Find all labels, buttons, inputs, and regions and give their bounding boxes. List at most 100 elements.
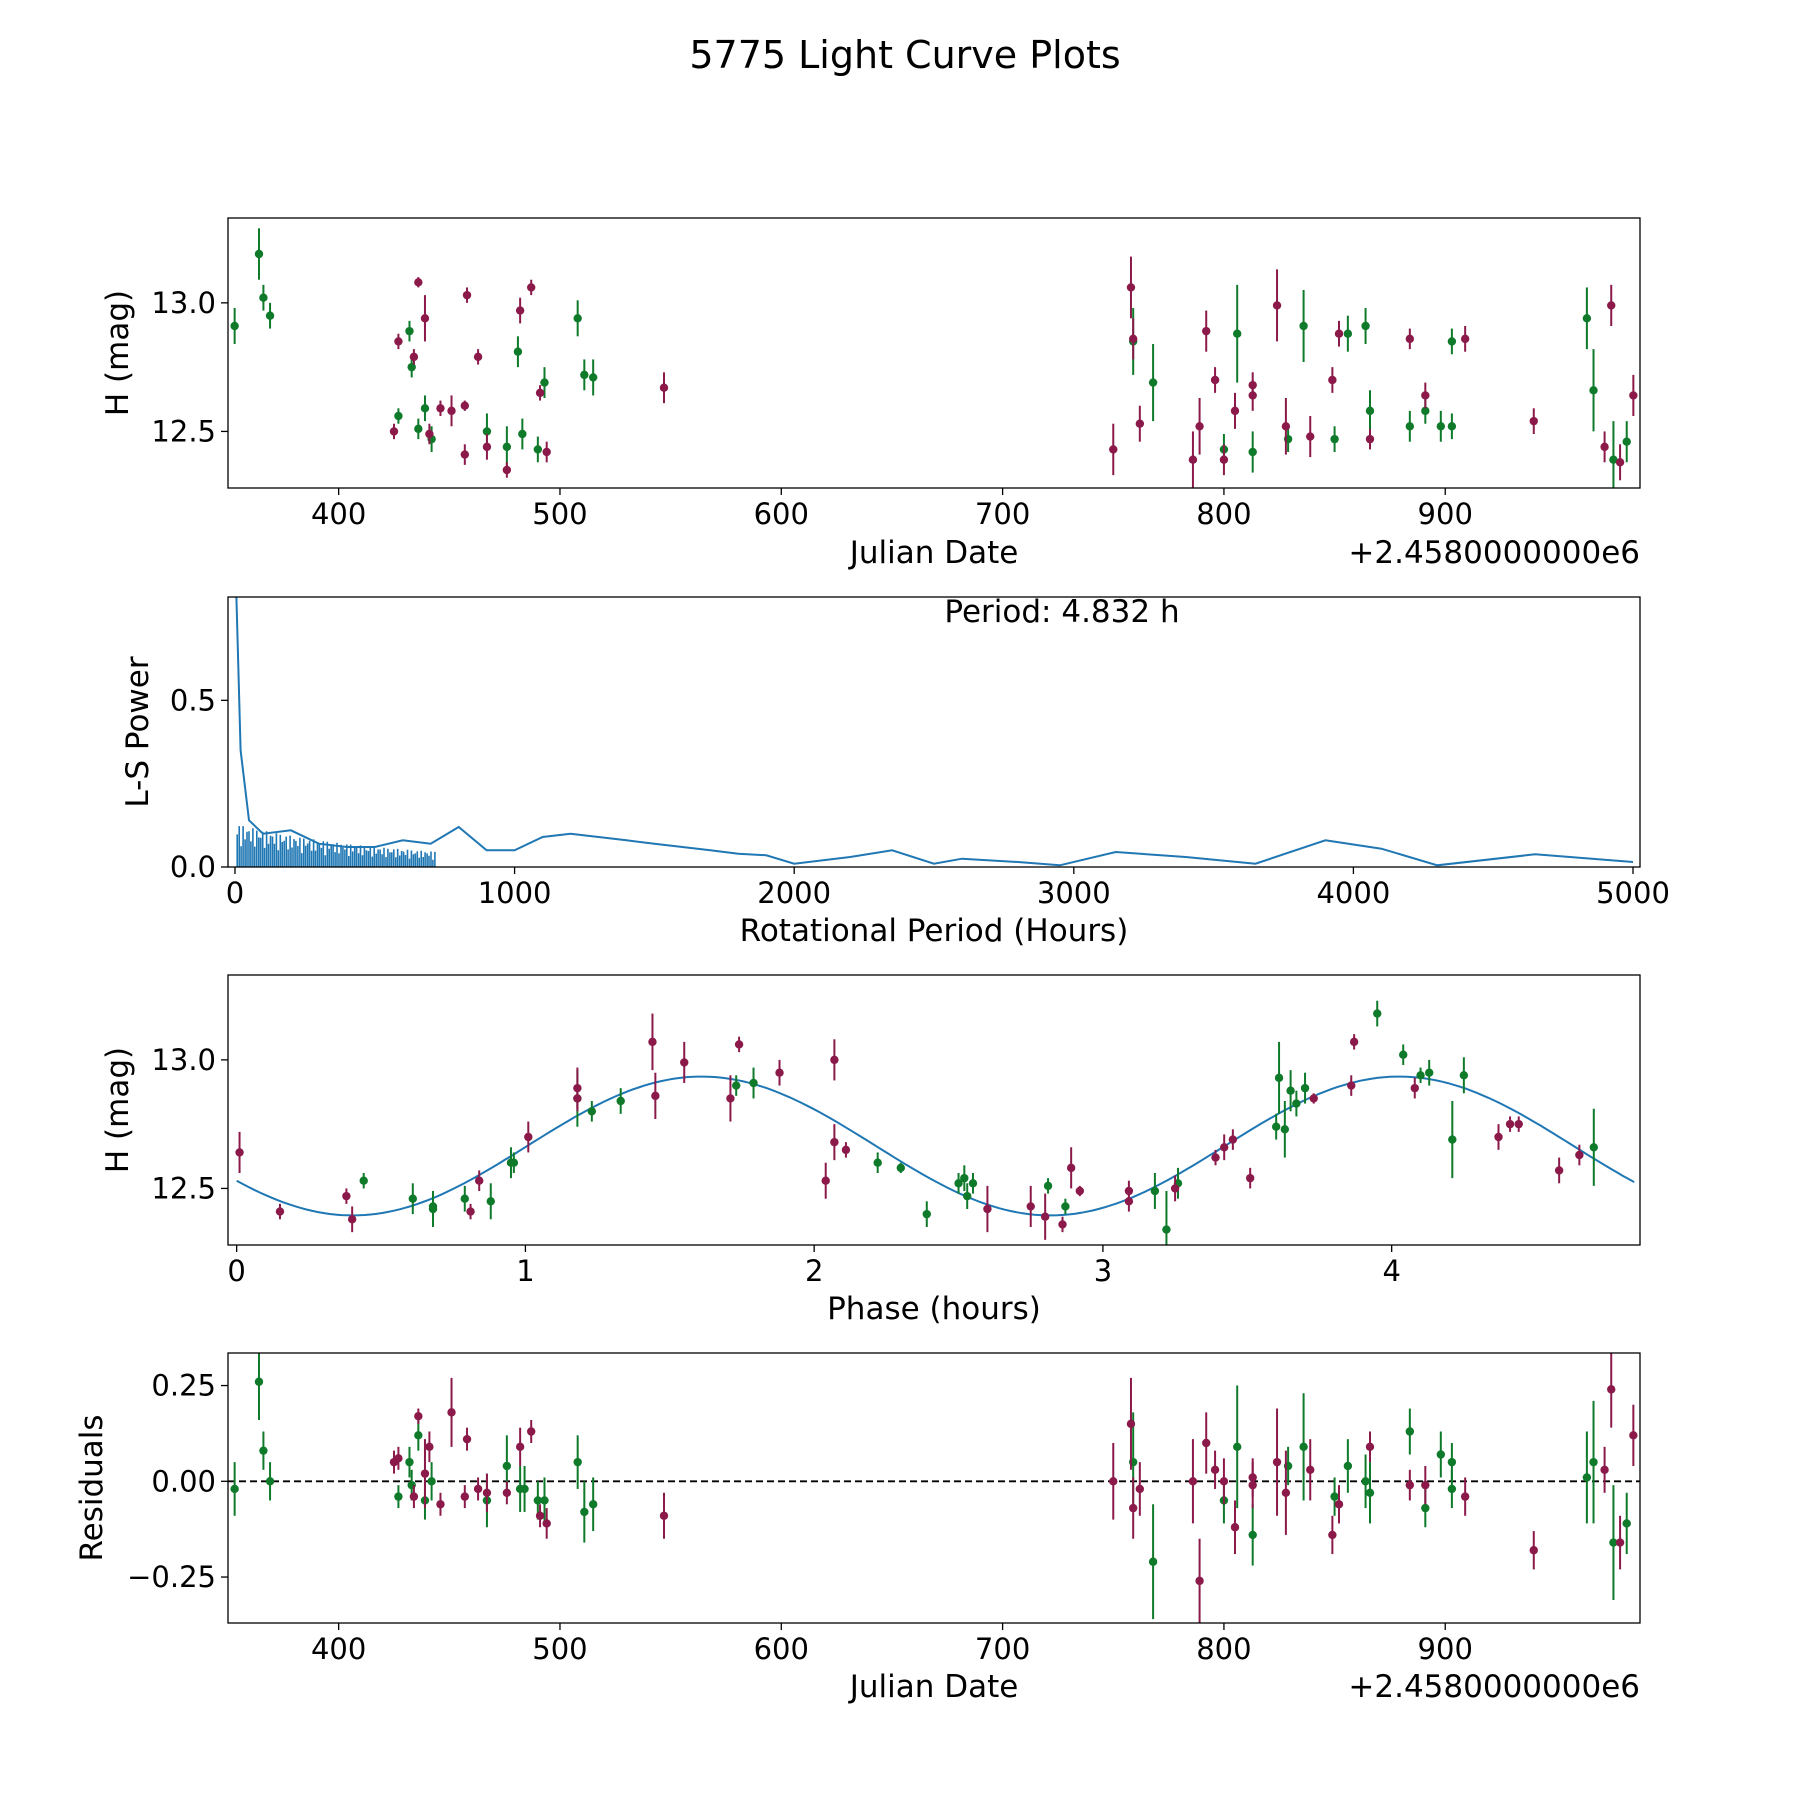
data-marker	[259, 293, 268, 302]
data-point	[259, 284, 268, 311]
x-tick-label: 500	[532, 497, 587, 531]
data-marker	[1629, 391, 1638, 400]
periodogram-line	[235, 597, 1634, 867]
data-marker	[1405, 334, 1415, 344]
data-marker	[502, 1488, 512, 1497]
data-point	[359, 1173, 368, 1189]
data-point	[573, 1435, 582, 1489]
data-point	[460, 1485, 470, 1509]
data-point	[265, 302, 275, 329]
x-tick-label: 0	[227, 1254, 245, 1288]
data-marker	[533, 1496, 543, 1505]
data-marker	[651, 1091, 660, 1101]
data-marker	[535, 1511, 545, 1520]
plot-content	[230, 228, 1638, 488]
data-point	[1292, 1090, 1301, 1117]
data-marker	[359, 1176, 368, 1185]
data-point	[1061, 1198, 1070, 1215]
data-marker	[1494, 1132, 1503, 1142]
data-marker	[775, 1068, 784, 1077]
data-point	[1328, 367, 1337, 393]
data-marker	[963, 1191, 972, 1201]
data-marker	[259, 1446, 268, 1455]
data-marker	[1248, 1530, 1257, 1540]
data-point	[1607, 284, 1616, 326]
data-point	[1448, 1101, 1457, 1179]
data-point	[1058, 1216, 1067, 1233]
data-point	[1150, 1173, 1160, 1209]
data-point	[427, 1462, 436, 1501]
series-green	[230, 228, 1631, 488]
data-marker	[394, 1492, 403, 1501]
data-point	[1494, 1124, 1503, 1150]
data-point	[1460, 326, 1470, 352]
data-point	[1373, 1000, 1382, 1027]
data-point	[1421, 1465, 1430, 1505]
data-point	[409, 1485, 419, 1509]
data-marker	[1188, 455, 1198, 464]
data-marker	[1148, 378, 1158, 387]
data-marker	[230, 1484, 239, 1494]
data-marker	[1281, 422, 1291, 431]
x-axis-label: Rotational Period (Hours)	[740, 913, 1129, 949]
x-tick-label: 700	[975, 1632, 1030, 1666]
y-tick-label: 13.0	[151, 286, 216, 320]
data-marker	[749, 1078, 758, 1088]
data-marker	[1135, 419, 1145, 428]
data-point	[1436, 1431, 1446, 1478]
data-marker	[414, 1411, 423, 1421]
data-marker	[1148, 1557, 1158, 1566]
data-marker	[254, 1377, 264, 1386]
data-point	[1219, 1134, 1229, 1161]
data-point	[1622, 1492, 1631, 1555]
data-point	[1248, 431, 1257, 473]
data-marker	[518, 429, 527, 439]
period-annotation: Period: 4.832 h	[944, 594, 1179, 630]
data-point	[394, 408, 403, 424]
plot-content	[235, 1000, 1635, 1245]
data-point	[1281, 1450, 1291, 1535]
data-marker	[954, 1179, 963, 1188]
data-point	[420, 1439, 430, 1509]
data-point	[527, 1420, 536, 1443]
data-marker	[1228, 1135, 1238, 1144]
data-marker	[580, 370, 589, 380]
data-marker	[1195, 422, 1204, 431]
data-marker	[420, 404, 430, 413]
data-point	[1460, 1477, 1470, 1516]
data-point	[1135, 405, 1145, 442]
data-marker	[235, 1148, 244, 1157]
data-marker	[405, 1457, 414, 1467]
data-point	[1128, 318, 1138, 360]
data-point	[1589, 1108, 1598, 1186]
data-point	[1529, 408, 1538, 434]
data-marker	[1248, 1480, 1257, 1490]
data-marker	[732, 1081, 741, 1090]
data-marker	[1299, 321, 1308, 331]
data-marker	[1210, 1465, 1220, 1475]
data-point	[1271, 1113, 1281, 1140]
data-marker	[1607, 301, 1616, 310]
data-point	[1405, 328, 1415, 350]
data-marker	[473, 352, 483, 362]
y-tick-label: 0.25	[151, 1369, 216, 1403]
data-marker	[1365, 434, 1375, 444]
data-point	[462, 287, 472, 303]
data-marker	[1575, 1150, 1584, 1160]
data-point	[1280, 1101, 1290, 1158]
data-point	[963, 1183, 972, 1209]
data-point	[1629, 1404, 1638, 1466]
data-point	[580, 1481, 589, 1543]
data-marker	[1600, 1465, 1609, 1475]
data-marker	[542, 447, 551, 457]
data-marker	[1373, 1009, 1382, 1018]
data-marker	[502, 1461, 512, 1471]
data-point	[1514, 1116, 1523, 1132]
data-point	[259, 1431, 268, 1470]
data-point	[1126, 256, 1136, 319]
series-red	[235, 1013, 1584, 1240]
data-point	[1609, 421, 1618, 488]
data-marker	[1271, 1122, 1281, 1131]
data-marker	[1040, 1212, 1050, 1221]
data-point	[1361, 1454, 1370, 1509]
